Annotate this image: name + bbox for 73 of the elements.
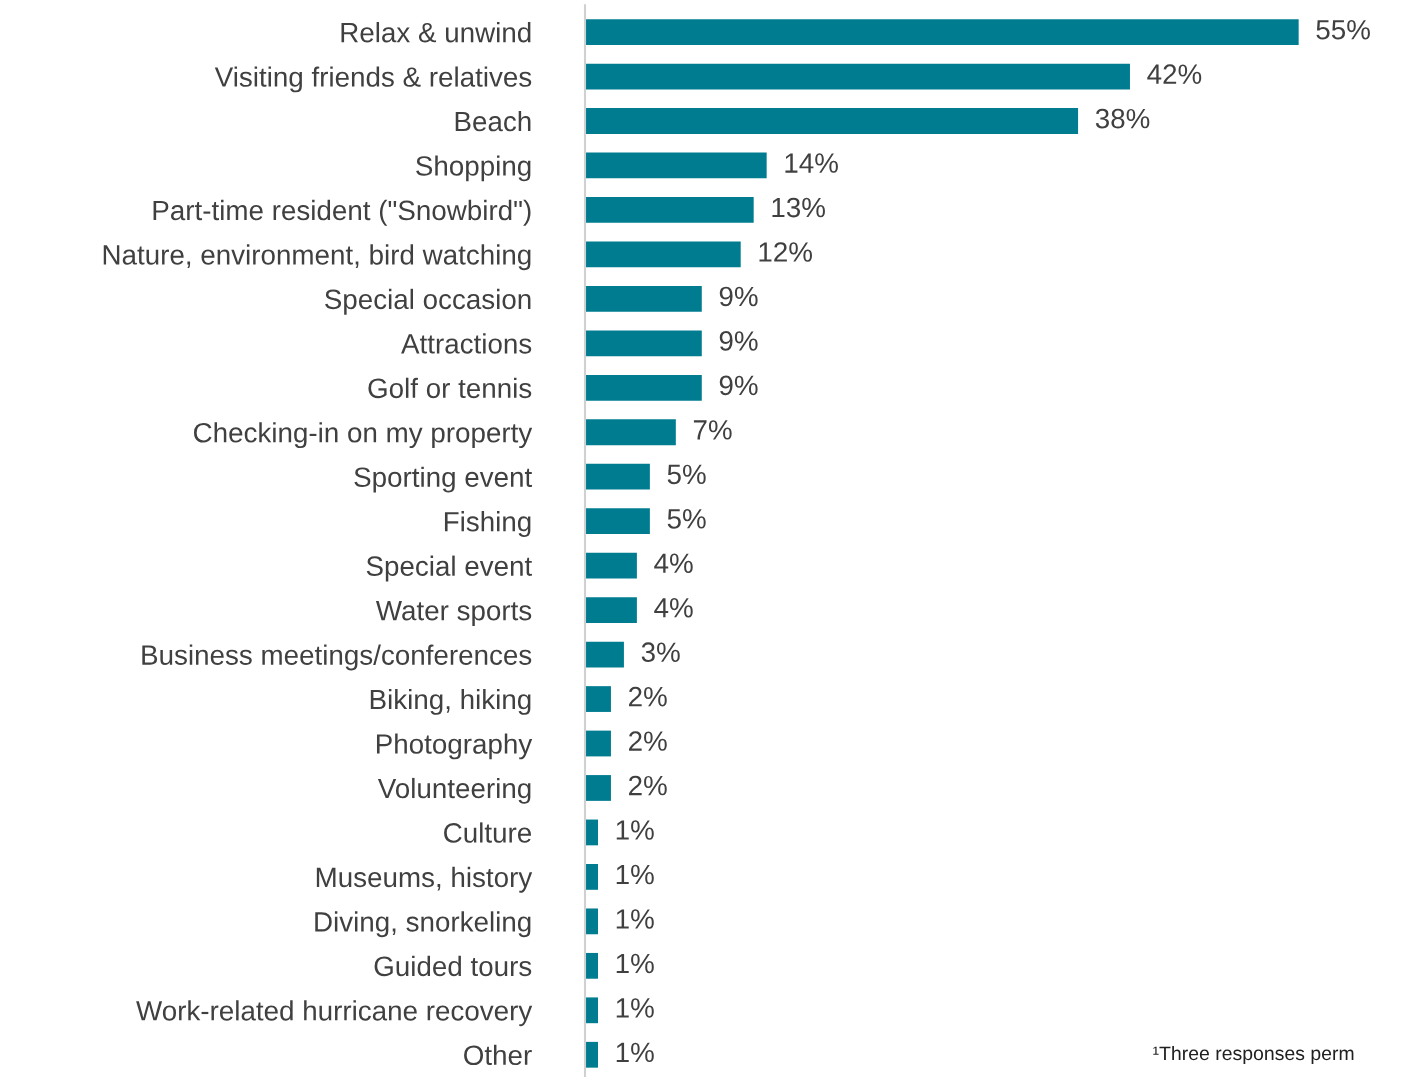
bar bbox=[585, 597, 637, 624]
data-label: 9% bbox=[719, 331, 758, 351]
data-label: 1% bbox=[616, 909, 654, 929]
y-tick-label: Golf or tennis bbox=[368, 377, 532, 399]
bar bbox=[585, 552, 637, 579]
data-label: 2% bbox=[629, 731, 667, 751]
bar bbox=[585, 508, 650, 535]
y-tick-label: Water sports bbox=[375, 601, 532, 626]
data-label: 2% bbox=[629, 686, 667, 707]
y-tick-label: Work-related hurricane recovery bbox=[136, 1000, 533, 1027]
bar bbox=[585, 463, 650, 490]
bar bbox=[585, 152, 767, 179]
bar bbox=[585, 775, 611, 801]
data-label: 2% bbox=[629, 775, 667, 796]
data-label: 3% bbox=[641, 642, 680, 663]
bar bbox=[585, 374, 702, 401]
y-tick-label: Nature, environment, bird watching bbox=[103, 244, 531, 271]
data-label: 42% bbox=[1147, 64, 1202, 84]
y-tick-label: Diving, snorkeling bbox=[315, 911, 531, 938]
bar bbox=[585, 864, 598, 890]
data-label: 55% bbox=[1316, 19, 1370, 40]
bar bbox=[585, 819, 598, 846]
data-label: 4% bbox=[654, 598, 693, 618]
bar bbox=[585, 997, 598, 1024]
bar bbox=[585, 19, 1299, 45]
bar bbox=[585, 730, 611, 757]
data-label: 5% bbox=[667, 509, 706, 529]
y-tick-label: Beach bbox=[455, 110, 531, 132]
bar bbox=[585, 330, 702, 357]
bar bbox=[585, 285, 702, 312]
y-tick-label: Part-time resident ("Snowbird") bbox=[153, 199, 531, 226]
y-tick-label: Visiting friends & relatives bbox=[214, 66, 532, 93]
y-tick-label: Checking-in on my property bbox=[194, 422, 533, 449]
y-tick-label: Museums, history bbox=[316, 866, 533, 893]
data-label: 1% bbox=[616, 820, 654, 840]
y-tick-label: Sporting event bbox=[354, 466, 533, 493]
data-label: 1% bbox=[616, 1042, 654, 1063]
y-tick-label: Guided tours bbox=[374, 955, 532, 977]
data-label: 4% bbox=[654, 553, 693, 573]
y-tick-label: Biking, hiking bbox=[370, 688, 531, 715]
data-label: 9% bbox=[719, 375, 758, 396]
y-tick-label: Relax & unwind bbox=[341, 22, 531, 43]
bar bbox=[585, 197, 754, 223]
data-label: 9% bbox=[719, 286, 758, 307]
bar bbox=[585, 63, 1130, 90]
y-tick-label: Fishing bbox=[444, 511, 531, 538]
data-label: 1% bbox=[616, 953, 654, 974]
bar bbox=[585, 641, 624, 668]
data-label: 12% bbox=[759, 242, 812, 262]
data-label: 7% bbox=[693, 420, 732, 440]
bar bbox=[585, 1041, 598, 1068]
bar bbox=[585, 241, 741, 268]
bar bbox=[585, 686, 611, 712]
data-label: 14% bbox=[785, 153, 838, 173]
bar bbox=[585, 908, 598, 935]
y-tick-label: Attractions bbox=[401, 333, 532, 354]
y-tick-label: Business meetings/conferences bbox=[142, 644, 532, 671]
y-tick-label: Volunteering bbox=[377, 777, 531, 804]
bar bbox=[585, 952, 598, 979]
y-tick-label: Other bbox=[464, 1044, 532, 1066]
data-label: 5% bbox=[667, 464, 706, 485]
y-tick-label: Culture bbox=[444, 822, 531, 843]
y-tick-label: Special occasion bbox=[325, 288, 531, 315]
data-label: 13% bbox=[772, 197, 825, 218]
y-tick-label: Shopping bbox=[416, 155, 531, 182]
data-label: 38% bbox=[1095, 108, 1150, 129]
bar bbox=[585, 108, 1079, 134]
bar bbox=[585, 419, 676, 446]
data-label: 1% bbox=[616, 998, 654, 1018]
y-tick-label: Special event bbox=[366, 555, 533, 582]
y-tick-label: Photography bbox=[376, 733, 533, 760]
annotation: ¹Three responses perm bbox=[1153, 1045, 1354, 1065]
data-label: 1% bbox=[616, 864, 654, 885]
